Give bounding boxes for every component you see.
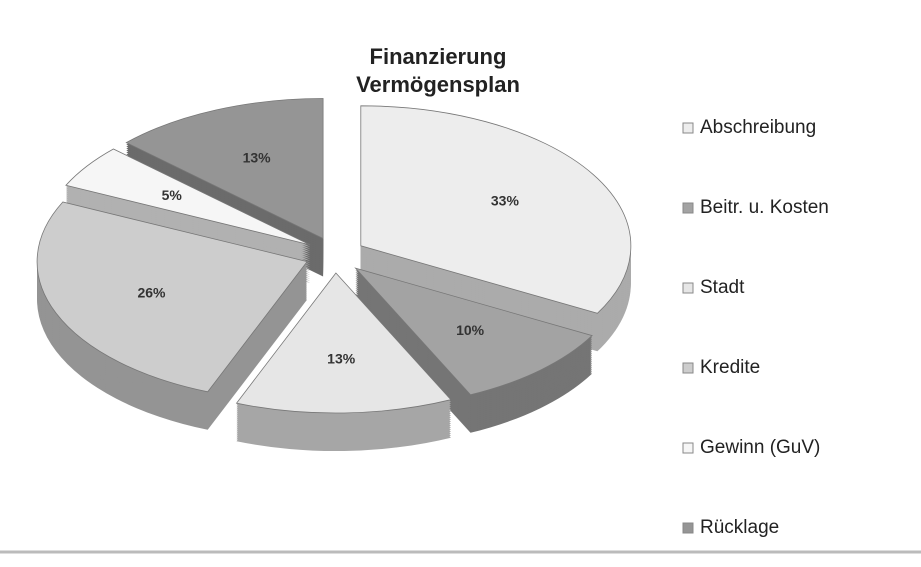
chart-title: Finanzierung: [370, 44, 507, 69]
legend: Abschreibung Beitr. u. Kosten Stadt Kredite…: [682, 117, 829, 538]
legend-label: Beitr. u. Kosten: [700, 197, 829, 218]
legend-label: Rücklage: [700, 517, 779, 538]
legend-swatch: [682, 202, 694, 214]
legend-label: Abschreibung: [700, 117, 816, 138]
legend-label: Stadt: [700, 277, 745, 298]
legend-label: Kredite: [700, 357, 760, 378]
slice: [354, 267, 593, 396]
data-label: 10%: [456, 322, 485, 338]
legend-swatch: [682, 442, 694, 454]
slice: [36, 201, 308, 393]
legend-swatch: [682, 522, 694, 534]
slice: [235, 272, 452, 414]
data-label: 33%: [491, 192, 520, 208]
slice: [360, 105, 632, 314]
legend-swatch: [682, 122, 694, 134]
chart-title: Vermögensplan: [356, 72, 520, 97]
pie: [36, 98, 632, 452]
legend-label: Gewinn (GuV): [700, 437, 820, 458]
data-label: 5%: [162, 187, 183, 203]
legend-swatch: [682, 362, 694, 374]
data-label: 26%: [137, 284, 166, 300]
slice: [125, 98, 324, 240]
slice: [65, 148, 311, 246]
data-label: 13%: [327, 350, 356, 366]
data-label: 13%: [243, 150, 272, 166]
legend-swatch: [682, 282, 694, 294]
